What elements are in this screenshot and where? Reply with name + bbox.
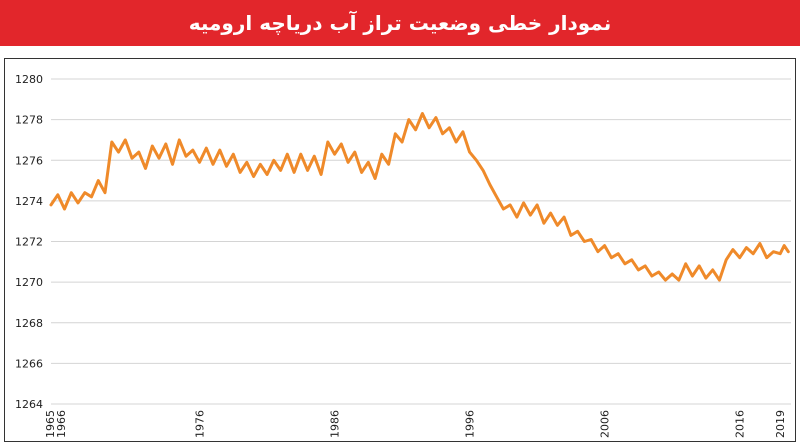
series-line bbox=[49, 112, 790, 282]
y-tick-label: 1274 bbox=[15, 195, 43, 208]
x-tick-label: 1986 bbox=[329, 410, 342, 438]
x-tick-label: 2006 bbox=[599, 410, 612, 438]
chart-title: نمودار خطی وضعیت تراز آب دریاچه ارومیه bbox=[188, 11, 612, 35]
y-tick-label: 1272 bbox=[15, 236, 43, 249]
line-chart: 1264 1266 1268 1270 1272 1274 1276 1278 1280 1965… bbox=[15, 73, 791, 438]
y-tick-label: 1280 bbox=[15, 73, 43, 86]
x-tick-label: 1965 bbox=[44, 410, 57, 438]
x-tick-label: 1976 bbox=[194, 410, 207, 438]
y-tick-label: 1276 bbox=[15, 154, 43, 167]
y-tick-label: 1268 bbox=[15, 317, 43, 330]
chart-frame: 1264 1266 1268 1270 1272 1274 1276 1278 1280 1965… bbox=[4, 58, 796, 442]
y-tick-label: 1264 bbox=[15, 398, 43, 411]
y-tick-label: 1278 bbox=[15, 114, 43, 127]
header-bar: نمودار خطی وضعیت تراز آب دریاچه ارومیه bbox=[0, 0, 800, 46]
x-tick-label: 2019 bbox=[774, 410, 787, 438]
x-tick-label: 2016 bbox=[734, 410, 747, 438]
x-tick-label: 1966 bbox=[55, 410, 68, 438]
y-tick-label: 1266 bbox=[15, 357, 43, 370]
y-tick-label: 1270 bbox=[15, 276, 43, 289]
x-tick-label: 1996 bbox=[464, 410, 477, 438]
